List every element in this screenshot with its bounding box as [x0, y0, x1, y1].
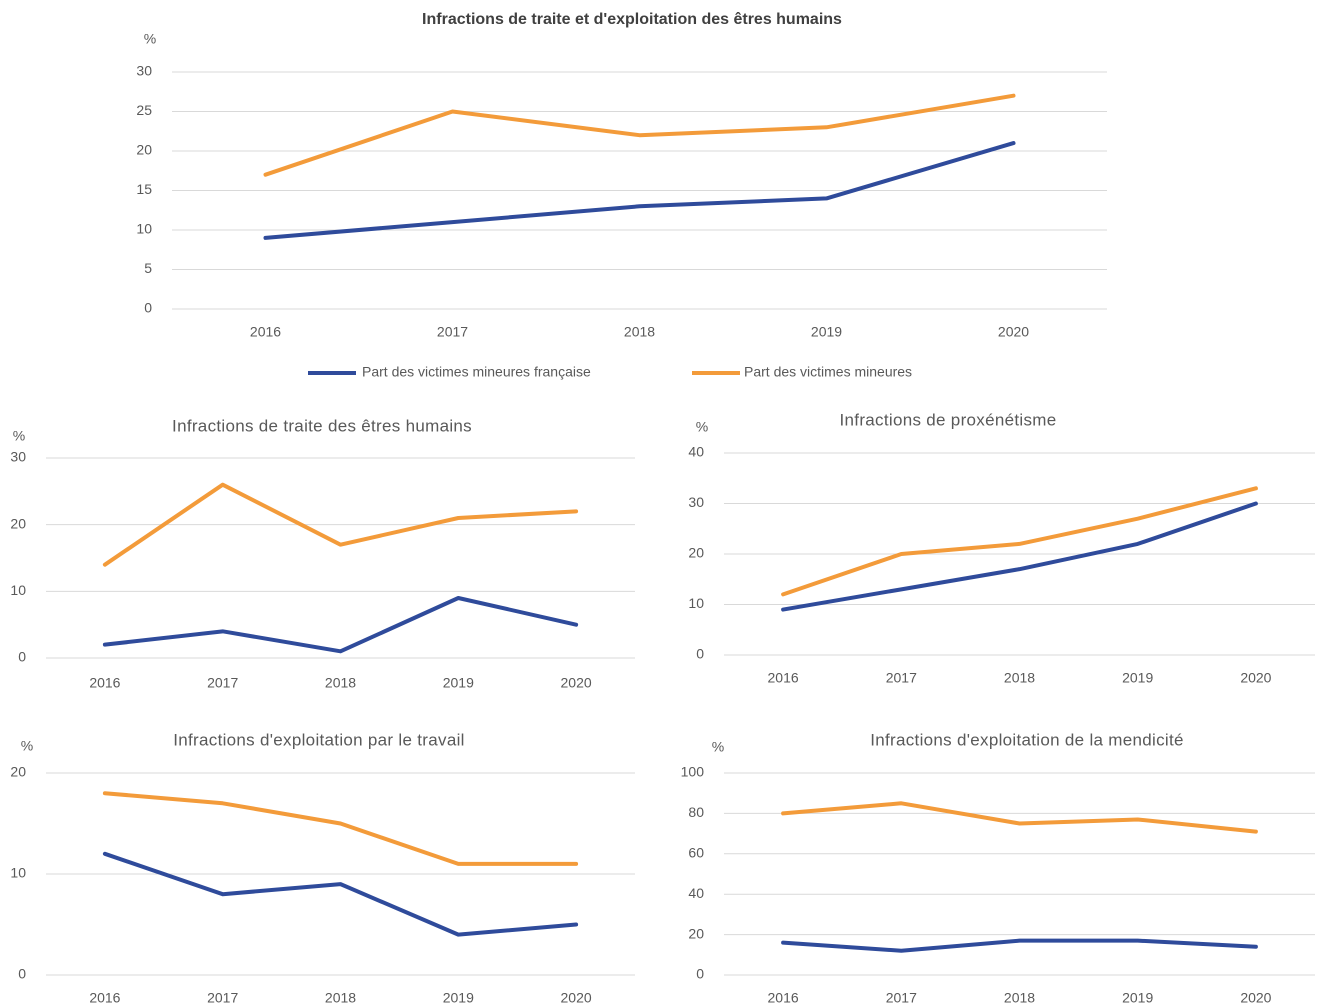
x-tick-label: 2019 [811, 324, 842, 340]
y-tick-label: 20 [10, 764, 26, 780]
y-tick-label: 0 [144, 300, 152, 316]
x-tick-label: 2019 [1122, 990, 1153, 1006]
series-line [781, 801, 1258, 834]
y-tick-label: 100 [681, 764, 705, 780]
x-tick-label: 2017 [207, 675, 238, 691]
y-tick-label: 30 [688, 494, 704, 510]
y-tick-label: 40 [688, 444, 704, 460]
x-tick-label: 2016 [89, 675, 120, 691]
chart-title: Infractions de proxénétisme [840, 410, 1057, 429]
x-tick-label: 2018 [325, 990, 356, 1006]
y-tick-label: 20 [10, 515, 26, 531]
x-tick-label: 2020 [1240, 990, 1271, 1006]
series-line [781, 938, 1258, 953]
x-tick-label: 2018 [624, 324, 655, 340]
chart-title: Infractions de traite des êtres humains [172, 416, 472, 435]
x-tick-label: 2016 [768, 670, 799, 686]
series-line [102, 482, 579, 567]
y-tick-label: 20 [688, 925, 704, 941]
series-line [102, 791, 579, 866]
series-line [102, 851, 579, 937]
y-tick-label: 0 [696, 646, 704, 662]
legend-label: Part des victimes mineures [744, 364, 912, 380]
y-tick-label: 80 [688, 804, 704, 820]
y-tick-label: 0 [18, 966, 26, 982]
y-tick-label: 30 [10, 449, 26, 465]
x-tick-label: 2017 [886, 990, 917, 1006]
series-line [102, 596, 579, 654]
x-tick-label: 2016 [250, 324, 281, 340]
y-tick-label: 10 [10, 865, 26, 881]
legend-label: Part des victimes mineures française [362, 364, 591, 380]
series-line [263, 93, 1016, 177]
y-axis-label: % [13, 428, 25, 444]
series-line [781, 486, 1258, 597]
x-tick-label: 2020 [1240, 670, 1271, 686]
chart-title: Infractions de traite et d'exploitation … [422, 11, 842, 28]
y-tick-label: 15 [136, 181, 152, 197]
chart-title: Infractions d'exploitation de la mendici… [870, 730, 1184, 749]
x-tick-label: 2019 [443, 675, 474, 691]
series-line [263, 141, 1016, 240]
x-tick-label: 2020 [561, 675, 592, 691]
y-axis-label: % [712, 739, 724, 755]
y-tick-label: 0 [696, 966, 704, 982]
y-tick-label: 60 [688, 845, 704, 861]
y-tick-label: 25 [136, 102, 152, 118]
y-tick-label: 30 [136, 63, 152, 79]
x-tick-label: 2020 [998, 324, 1029, 340]
y-axis-label: % [696, 419, 708, 435]
x-tick-label: 2018 [325, 675, 356, 691]
x-tick-label: 2017 [886, 670, 917, 686]
y-tick-label: 5 [144, 260, 152, 276]
x-tick-label: 2016 [768, 990, 799, 1006]
series-line [781, 501, 1258, 612]
x-tick-label: 2017 [437, 324, 468, 340]
y-tick-label: 10 [136, 221, 152, 237]
y-axis-label: % [21, 738, 33, 754]
x-tick-label: 2018 [1004, 670, 1035, 686]
chart-title: Infractions d'exploitation par le travai… [173, 730, 464, 749]
x-tick-label: 2019 [443, 990, 474, 1006]
y-tick-label: 40 [688, 885, 704, 901]
x-tick-label: 2020 [561, 990, 592, 1006]
y-tick-label: 20 [688, 545, 704, 561]
y-tick-label: 10 [688, 595, 704, 611]
y-tick-label: 0 [18, 649, 26, 665]
y-axis-label: % [144, 31, 156, 47]
x-tick-label: 2019 [1122, 670, 1153, 686]
y-tick-label: 20 [136, 142, 152, 158]
x-tick-label: 2016 [89, 990, 120, 1006]
y-tick-label: 10 [10, 582, 26, 598]
x-tick-label: 2018 [1004, 990, 1035, 1006]
x-tick-label: 2017 [207, 990, 238, 1006]
